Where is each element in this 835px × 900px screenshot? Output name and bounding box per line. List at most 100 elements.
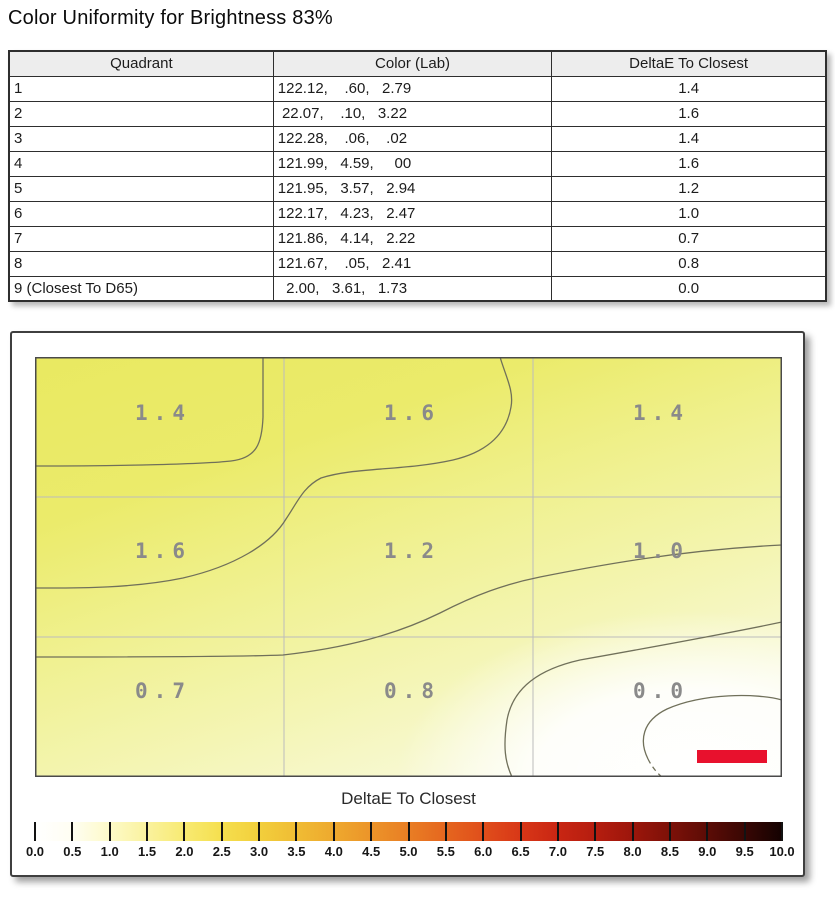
deltae-cell: 1.0: [551, 200, 827, 227]
deltae-cell: 1.4: [551, 75, 827, 102]
deltae-cell: 1.6: [551, 150, 827, 177]
colorbar-tick-label: 0.5: [63, 844, 82, 859]
cell-label-q7: 0.7: [135, 679, 191, 703]
table-row: 4 121.99, 4.59, 00 1.6: [8, 150, 827, 177]
colorbar-tick: [781, 822, 783, 841]
table-row: 9 (Closest To D65) 2.00, 3.61, 1.73 0.0: [8, 275, 827, 302]
colorbar-tick: [71, 822, 74, 841]
colorbar-tick: [258, 822, 261, 841]
colorbar-tick: [519, 822, 522, 841]
quadrant-cell: 2: [8, 100, 274, 127]
contour-lines: [35, 357, 782, 777]
colorbar-tick-label: 5.5: [436, 844, 455, 859]
colorbar-tick: [631, 822, 634, 841]
colorbar-tick: [668, 822, 671, 841]
colorbar-tick-label: 2.0: [175, 844, 194, 859]
colorbar-tick-label: 0.0: [25, 844, 45, 859]
cell-label-q3: 1.4: [633, 401, 689, 425]
colorbar-tick-label: 7.5: [586, 844, 605, 859]
colorbar-tick: [444, 822, 447, 841]
colorbar-tick-label: 7.0: [548, 844, 567, 859]
contour-line-bottomright-inner: [642, 694, 782, 760]
page-title: Color Uniformity for Brightness 83%: [8, 7, 333, 29]
colorbar-tick-label: 4.0: [324, 844, 343, 859]
colorbar-tick-label: 3.0: [250, 844, 269, 859]
colorbar-tick: [407, 822, 410, 841]
colorbar-tick: [146, 822, 149, 841]
red-marker: [697, 750, 767, 763]
table-body: 1 122.12, .60, 2.79 1.4 2 22.07, .10, 3.22 1…: [8, 75, 827, 302]
uniformity-plot-panel: 1.4 1.6 1.4 1.6 1.2 1.0 0.7 0.8 0.0 Delt…: [10, 331, 805, 877]
colorbar-tick: [370, 822, 373, 841]
colorbar-tick: [183, 822, 186, 841]
col-header-quadrant: Quadrant: [8, 50, 274, 77]
deltae-cell: 1.6: [551, 100, 827, 127]
grid-lines: [35, 357, 782, 777]
color-lab-cell: 121.67, .05, 2.41: [272, 250, 553, 277]
contour-line-upper-s: [35, 357, 513, 589]
colorbar-tick-label: 5.0: [399, 844, 418, 859]
color-lab-cell: 22.07, .10, 3.22: [272, 100, 553, 127]
col-header-deltae: DeltaE To Closest: [551, 50, 827, 77]
cell-label-q6: 1.0: [633, 539, 689, 563]
quadrant-cell: 4: [8, 150, 274, 177]
colorbar-tick: [220, 822, 223, 841]
table-row: 8 121.67, .05, 2.41 0.8: [8, 250, 827, 277]
cell-label-q2: 1.6: [384, 401, 440, 425]
colorbar-tick-labels: 0.0 0.5 1.0 1.5 2.0 2.5 3.0 3.5 4.0 4.5 5.0 5.5 6.0 6…: [26, 844, 795, 859]
contour-line-bottomright-outer: [504, 621, 782, 777]
col-header-color-lab: Color (Lab): [272, 50, 553, 77]
color-lab-cell: 121.99, 4.59, 00: [272, 150, 553, 177]
quadrant-cell: 6: [8, 200, 274, 227]
table-row: 3 122.28, .06, .02 1.4: [8, 125, 827, 152]
plot-border: [35, 357, 782, 777]
colorbar-tick-label: 9.0: [698, 844, 717, 859]
colorbar-tick: [482, 822, 485, 841]
colorbar-tick-label: 1.0: [100, 844, 119, 859]
contour-line-topleft: [35, 357, 264, 467]
colorbar-tick-label: 6.5: [511, 844, 530, 859]
deltae-cell: 1.2: [551, 175, 827, 202]
quadrant-table: Quadrant Color (Lab) DeltaE To Closest 1…: [8, 50, 827, 302]
table-row: 6 122.17, 4.23, 2.47 1.0: [8, 200, 827, 227]
colorbar-tick: [332, 822, 335, 841]
quadrant-cell: 3: [8, 125, 274, 152]
colorbar-tick-label: 2.5: [212, 844, 231, 859]
quadrant-cell: 7: [8, 225, 274, 252]
colorbar-tick: [706, 822, 709, 841]
table-header: Quadrant Color (Lab) DeltaE To Closest: [8, 50, 827, 77]
colorbar-tick-label: 10.0: [769, 844, 795, 859]
colorbar-tick: [594, 822, 597, 841]
deltae-cell: 0.8: [551, 250, 827, 277]
heat-field-minimum: [35, 357, 782, 777]
contour-line-middle-sweep: [35, 544, 782, 658]
quadrant-cell: 1: [8, 75, 274, 102]
colorbar-title: DeltaE To Closest: [341, 789, 476, 808]
cell-labels: 1.4 1.6 1.4 1.6 1.2 1.0 0.7 0.8 0.0: [135, 401, 689, 703]
colorbar-tick: [556, 822, 559, 841]
colorbar-tick-label: 1.5: [138, 844, 157, 859]
color-lab-cell: 122.28, .06, .02: [272, 125, 553, 152]
color-lab-cell: 122.17, 4.23, 2.47: [272, 200, 553, 227]
colorbar-tick-label: 9.5: [735, 844, 754, 859]
color-lab-cell: 122.12, .60, 2.79: [272, 75, 553, 102]
colorbar-tick-label: 8.0: [623, 844, 642, 859]
cell-label-q5: 1.2: [384, 539, 440, 563]
table-row: 2 22.07, .10, 3.22 1.6: [8, 100, 827, 127]
table-row: 1 122.12, .60, 2.79 1.4: [8, 75, 827, 102]
colorbar-tick-label: 4.5: [362, 844, 381, 859]
cell-label-q8: 0.8: [384, 679, 440, 703]
table-header-row: Quadrant Color (Lab) DeltaE To Closest: [8, 50, 827, 77]
contour-plot: 1.4 1.6 1.4 1.6 1.2 1.0 0.7 0.8 0.0: [35, 357, 782, 777]
quadrant-cell: 9 (Closest To D65): [8, 275, 274, 302]
colorbar-tick-label: 8.5: [660, 844, 679, 859]
colorbar: [34, 822, 783, 841]
deltae-cell: 0.0: [551, 275, 827, 302]
deltae-cell: 0.7: [551, 225, 827, 252]
colorbar-tick-label: 6.0: [474, 844, 493, 859]
cell-label-q4: 1.6: [135, 539, 191, 563]
color-lab-cell: 121.95, 3.57, 2.94: [272, 175, 553, 202]
quadrant-cell: 5: [8, 175, 274, 202]
color-lab-cell: 2.00, 3.61, 1.73: [272, 275, 553, 302]
